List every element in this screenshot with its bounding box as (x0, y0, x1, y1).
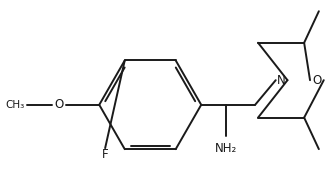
Text: N: N (277, 74, 286, 87)
Text: O: O (54, 98, 64, 111)
Text: CH₃: CH₃ (6, 100, 25, 110)
Text: NH₂: NH₂ (214, 142, 237, 155)
Text: O: O (312, 74, 321, 87)
Text: F: F (102, 148, 109, 161)
